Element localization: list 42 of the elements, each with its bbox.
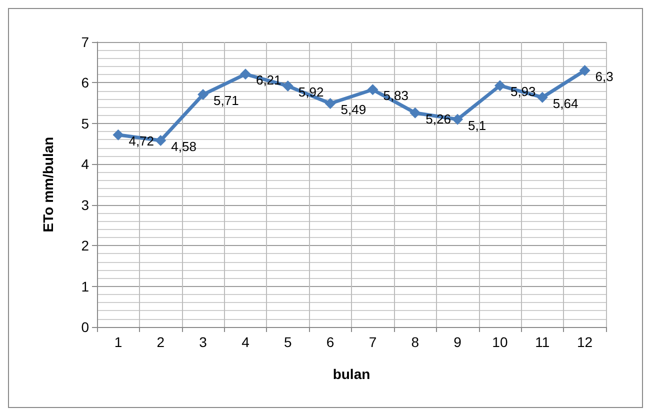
data-label: 6,21 (256, 72, 282, 88)
x-tick-label: 12 (577, 334, 593, 350)
x-axis-title: bulan (332, 366, 370, 382)
data-label: 4,58 (171, 139, 196, 154)
x-tick-label: 11 (535, 334, 550, 350)
point (282, 80, 294, 92)
point (367, 84, 378, 96)
x-tick-label: 1 (114, 334, 122, 350)
data-label: 5,49 (340, 102, 366, 117)
x-tick-label: 9 (454, 334, 462, 350)
point (324, 98, 336, 109)
y-tick-label: 5 (81, 115, 90, 132)
data-label: 5,64 (552, 96, 578, 111)
x-tick-label: 8 (411, 334, 420, 350)
y-tick-label: 4 (81, 156, 90, 172)
y-tick-label: 0 (81, 319, 90, 335)
point (155, 135, 166, 146)
x-tick-label: 5 (284, 334, 292, 350)
x-tick-label: 3 (199, 334, 208, 350)
point (112, 129, 124, 140)
data-label: 6,3 (595, 69, 614, 84)
data-label: 5,1 (468, 118, 486, 133)
point (410, 107, 421, 118)
y-tick-label: 1 (81, 278, 90, 294)
x-tick-label: 2 (156, 334, 165, 350)
data-label: 5,71 (214, 93, 239, 108)
point (452, 114, 464, 125)
y-tick-label: 3 (81, 196, 90, 213)
point (240, 68, 251, 80)
y-axis-title: ETo mm/bulan (40, 136, 56, 232)
y-tick-label: 6 (81, 74, 90, 91)
point (494, 80, 506, 92)
point (536, 92, 548, 103)
x-tick-label: 4 (242, 334, 250, 350)
y-tick-label: 2 (81, 238, 90, 254)
y-tick-label: 7 (81, 34, 90, 50)
x-tick-label: 10 (492, 334, 508, 350)
point (198, 89, 209, 100)
point (579, 65, 590, 76)
x-tick-label: 7 (368, 334, 377, 350)
x-tick-label: 6 (326, 334, 334, 350)
data-label: 5,83 (383, 88, 409, 104)
